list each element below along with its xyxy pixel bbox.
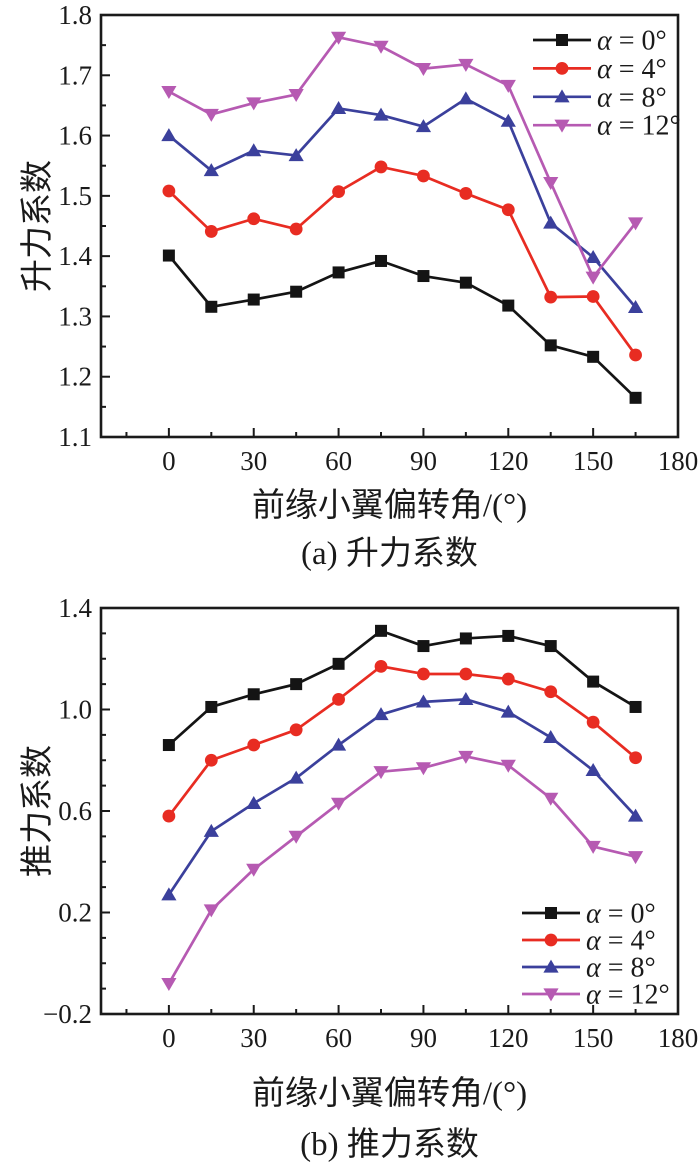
svg-text:0: 0 xyxy=(162,446,176,476)
svg-text:α = 8°: α = 8° xyxy=(597,82,667,113)
svg-text:30: 30 xyxy=(240,1023,267,1053)
y-axis-title-thrust: 推力系数 xyxy=(20,745,56,877)
svg-text:1.2: 1.2 xyxy=(58,362,92,392)
svg-text:120: 120 xyxy=(488,1023,529,1053)
x-axis-title-lift: 前缘小翼偏转角/(°) xyxy=(251,488,528,524)
svg-text:1.3: 1.3 xyxy=(58,301,92,331)
axis-ticks-thrust xyxy=(101,607,679,1015)
svg-text:1.1: 1.1 xyxy=(58,422,92,452)
plot-border-lift xyxy=(99,13,680,439)
svg-text:α = 0°: α = 0° xyxy=(597,26,667,57)
svg-text:180: 180 xyxy=(658,446,699,476)
svg-text:0: 0 xyxy=(162,1023,176,1053)
svg-text:0.6: 0.6 xyxy=(58,796,92,826)
legend-thrust: α = 0°α = 4°α = 8°α = 12° xyxy=(522,899,670,1011)
svg-text:1.7: 1.7 xyxy=(58,60,92,90)
svg-text:α = 12°: α = 12° xyxy=(597,111,681,142)
svg-text:1.4: 1.4 xyxy=(58,593,92,623)
series-lift-0 xyxy=(162,249,642,404)
svg-text:90: 90 xyxy=(410,1023,437,1053)
svg-text:0.2: 0.2 xyxy=(58,898,92,928)
panel-caption-lift: (a) 升力系数 xyxy=(301,536,478,572)
series-lift-2 xyxy=(161,91,644,313)
svg-text:180: 180 xyxy=(658,1023,699,1053)
svg-text:150: 150 xyxy=(573,1023,614,1053)
svg-text:30: 30 xyxy=(240,446,267,476)
svg-text:1.8: 1.8 xyxy=(58,0,92,30)
svg-text:α = 4°: α = 4° xyxy=(586,926,656,957)
legend-lift: α = 0°α = 4°α = 8°α = 12° xyxy=(533,26,681,142)
svg-text:α = 12°: α = 12° xyxy=(586,980,670,1011)
svg-text:60: 60 xyxy=(325,446,352,476)
chart-lift: 0 30 60 90 120 150 180 1.1 1.2 1.3 1.4 1.5 1.6 1.7 1.8… xyxy=(58,0,698,476)
tick-labels-lift: 0 30 60 90 120 150 180 1.1 1.2 1.3 1.4 1.5 1.6 1.7 1.8 xyxy=(58,0,698,476)
svg-text:−0.2: −0.2 xyxy=(43,999,92,1029)
series-thrust-1 xyxy=(162,659,642,823)
axis-ticks-lift xyxy=(101,14,679,438)
svg-text:120: 120 xyxy=(488,446,529,476)
svg-text:α = 4°: α = 4° xyxy=(597,54,667,85)
tick-labels-thrust: 0 30 60 90 120 150 180 −0.2 0.2 0.6 1.0 1.4 xyxy=(43,593,698,1053)
svg-text:60: 60 xyxy=(325,1023,352,1053)
svg-text:1.5: 1.5 xyxy=(58,181,92,211)
series-thrust-3 xyxy=(161,750,644,991)
series-lift-3 xyxy=(161,31,644,285)
svg-text:1.6: 1.6 xyxy=(58,121,92,151)
svg-text:α = 8°: α = 8° xyxy=(586,953,656,984)
svg-text:1.0: 1.0 xyxy=(58,695,92,725)
series-thrust-0 xyxy=(162,624,642,752)
series-lift-1 xyxy=(162,160,642,362)
x-axis-title-thrust: 前缘小翼偏转角/(°) xyxy=(251,1076,528,1112)
svg-text:1.4: 1.4 xyxy=(58,241,92,271)
svg-text:150: 150 xyxy=(573,446,614,476)
svg-text:90: 90 xyxy=(410,446,437,476)
series-thrust-2 xyxy=(161,691,644,901)
svg-text:α = 0°: α = 0° xyxy=(586,899,656,930)
chart-thrust: 0 30 60 90 120 150 180−0.20.20.61.01.4α = 0°α … xyxy=(43,593,698,1053)
panel-caption-thrust: (b) 推力系数 xyxy=(300,1127,479,1163)
y-axis-title-lift: 升力系数 xyxy=(20,160,56,292)
